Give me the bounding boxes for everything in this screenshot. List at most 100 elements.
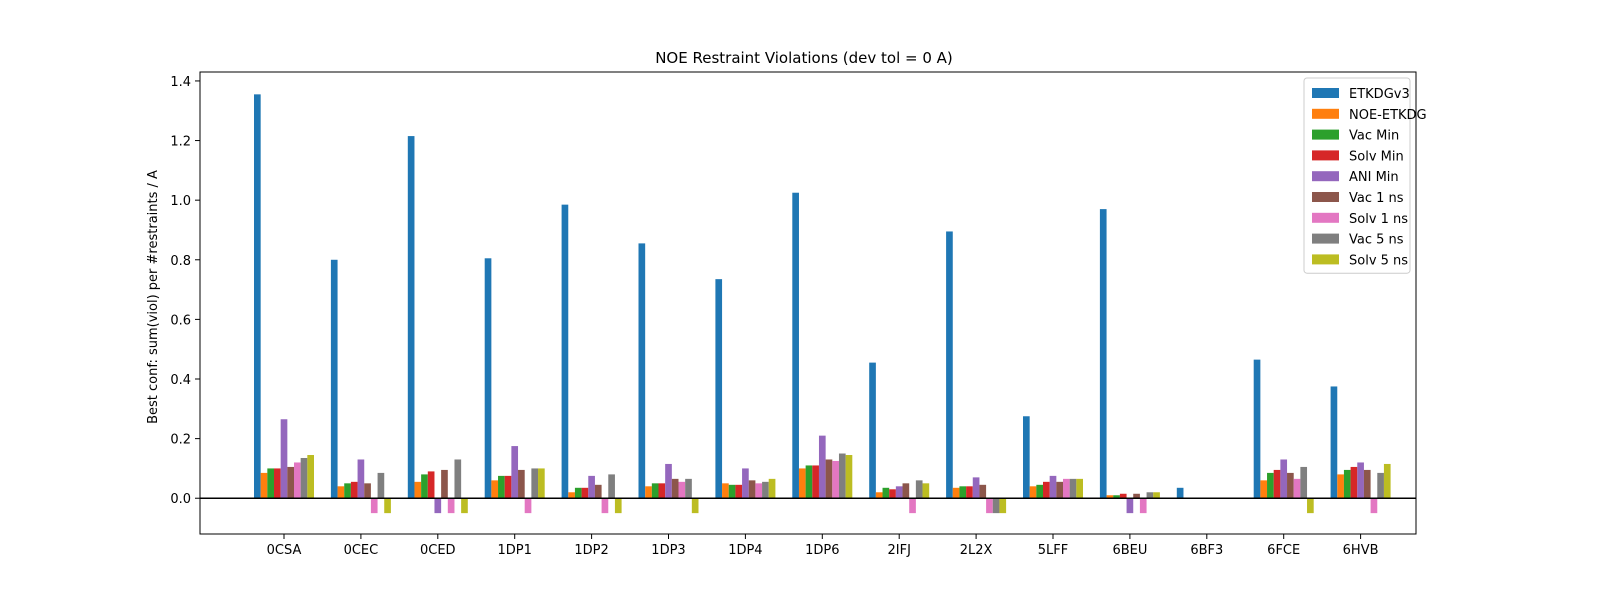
bar-solv-min-6HVB: [1350, 466, 1358, 499]
bar-noe-etkdg-2L2X: [952, 487, 960, 499]
bar-noe-etkdg-1DP4: [722, 483, 729, 499]
bar-vac-min-1DP1: [498, 475, 505, 499]
bar-ani-min-6HVB: [1357, 462, 1364, 499]
bar-vac-5-ns-1DP4: [762, 481, 769, 499]
x-axis: 0CSA 0CEC 0CED 1DP1 1DP2 1DP3 1DP4 1DP6 2IFJ 2L2X…: [267, 534, 1379, 558]
bar-solv-min-1DP1: [504, 475, 512, 499]
bar-vac-min-1DP4: [728, 484, 736, 499]
bar-etkdgv3-1DP1: [484, 258, 492, 499]
legend-swatch: [1312, 108, 1339, 119]
bar-vac-5-ns-1DP2: [608, 474, 615, 499]
bar-solv-5-ns-2L2X: [999, 498, 1007, 514]
bar-ani-min-1DP4: [742, 468, 749, 499]
bar-solv-min-1DP4: [735, 484, 743, 499]
y-tick-label: 1.0: [170, 194, 191, 209]
legend-label: Solv 5 ns: [1349, 253, 1408, 268]
bar-ani-min-1DP2: [588, 475, 595, 499]
bar-noe-etkdg-0CED: [414, 481, 422, 499]
bar-solv-min-6BEU: [1119, 493, 1127, 499]
bar-noe-etkdg-2IFJ: [875, 492, 883, 499]
bar-vac-1-ns-5LFF: [1056, 481, 1063, 499]
bar-noe-etkdg-6FCE: [1260, 480, 1268, 499]
y-axis-label: Best conf: sum(viol) per #restraints / A: [146, 170, 161, 424]
bar-ani-min-5LFF: [1049, 475, 1057, 499]
legend-box: [1303, 77, 1411, 274]
legend-label: Solv 1 ns: [1349, 212, 1408, 227]
bar-etkdgv3-6BF3: [1176, 487, 1184, 499]
bar-vac-1-ns-1DP1: [518, 469, 525, 499]
bar-noe-etkdg-0CSA: [260, 472, 268, 499]
legend-label: ETKDGv3: [1349, 87, 1410, 102]
bar-vac-min-1DP2: [574, 487, 582, 499]
bar-vac-5-ns-1DP3: [685, 478, 692, 499]
bar-solv-5-ns-0CEC: [384, 498, 391, 514]
x-tick-label: 1DP4: [728, 543, 762, 558]
bar-solv-5-ns-1DP3: [691, 498, 699, 514]
legend-label: Vac 5 ns: [1349, 233, 1404, 248]
bar-vac-5-ns-6FCE: [1300, 466, 1308, 499]
bar-solv-min-0CSA: [274, 468, 281, 499]
bar-noe-etkdg-5LFF: [1029, 486, 1037, 499]
bar-solv-min-2L2X: [966, 486, 973, 499]
bar-vac-5-ns-6HVB: [1377, 472, 1384, 499]
y-tick-label: 0.4: [170, 373, 191, 388]
bar-solv-1-ns-0CSA: [294, 462, 301, 499]
bar-noe-etkdg-1DP6: [798, 468, 806, 499]
y-tick-label: 0.8: [170, 254, 191, 269]
y-tick-label: 1.4: [170, 75, 191, 90]
bar-vac-1-ns-2IFJ: [902, 483, 910, 499]
legend-swatch: [1312, 254, 1339, 265]
legend-label: NOE-ETKDG: [1349, 108, 1427, 123]
bar-vac-min-2L2X: [959, 486, 967, 499]
bar-solv-1-ns-1DP4: [755, 483, 763, 499]
bar-vac-min-0CED: [421, 474, 428, 499]
bar-etkdgv3-1DP2: [561, 204, 569, 499]
x-tick-label: 1DP6: [805, 543, 839, 558]
legend-label: Solv Min: [1349, 149, 1404, 164]
bar-ani-min-1DP1: [511, 446, 519, 499]
bar-etkdgv3-0CEC: [330, 259, 338, 499]
bar-solv-5-ns-2IFJ: [922, 483, 930, 499]
x-tick-label: 1DP3: [651, 543, 685, 558]
x-tick-label: 5LFF: [1038, 543, 1068, 558]
bar-solv-1-ns-6HVB: [1370, 498, 1378, 514]
legend-swatch: [1312, 171, 1339, 182]
bar-solv-5-ns-6FCE: [1307, 498, 1314, 514]
bar-vac-min-6BEU: [1113, 495, 1120, 499]
bar-vac-5-ns-0CEC: [377, 472, 385, 499]
bar-ani-min-0CEC: [357, 459, 365, 499]
bar-vac-min-1DP6: [805, 465, 813, 499]
bar-vac-1-ns-2L2X: [979, 484, 987, 499]
bar-vac-min-6FCE: [1267, 472, 1274, 499]
bar-ani-min-2IFJ: [895, 486, 903, 499]
bar-vac-min-0CSA: [267, 468, 274, 499]
bar-solv-min-2IFJ: [889, 489, 896, 499]
bar-etkdgv3-0CED: [407, 136, 415, 499]
bar-etkdgv3-1DP6: [792, 192, 799, 499]
x-tick-label: 6BEU: [1112, 543, 1147, 558]
plot-frame: [199, 71, 1417, 535]
bar-etkdgv3-1DP4: [715, 279, 723, 499]
bar-solv-min-1DP3: [658, 483, 666, 499]
bar-solv-min-1DP6: [812, 465, 819, 499]
bar-vac-5-ns-1DP6: [838, 453, 846, 499]
bar-solv-min-5LFF: [1043, 481, 1050, 499]
bar-etkdgv3-1DP3: [638, 243, 646, 499]
bar-solv-1-ns-2IFJ: [909, 498, 916, 514]
bar-noe-etkdg-0CEC: [337, 486, 345, 499]
bar-vac-5-ns-6BEU: [1146, 492, 1154, 499]
x-tick-label: 0CED: [420, 543, 456, 558]
bar-vac-1-ns-1DP4: [748, 480, 756, 499]
bar-solv-1-ns-1DP2: [601, 498, 609, 514]
bar-solv-1-ns-1DP1: [524, 498, 532, 514]
x-tick-label: 2L2X: [960, 543, 993, 558]
bar-etkdgv3-6BEU: [1099, 209, 1107, 499]
bars-group: [254, 94, 1391, 514]
bar-noe-etkdg-1DP2: [568, 492, 575, 499]
bar-solv-min-0CED: [427, 471, 435, 499]
bar-vac-5-ns-0CED: [454, 459, 462, 499]
chart-title: NOE Restraint Violations (dev tol = 0 A): [655, 49, 953, 67]
bar-ani-min-6FCE: [1280, 459, 1288, 499]
bar-vac-1-ns-6FCE: [1287, 472, 1294, 499]
bar-vac-1-ns-6BEU: [1133, 493, 1140, 499]
